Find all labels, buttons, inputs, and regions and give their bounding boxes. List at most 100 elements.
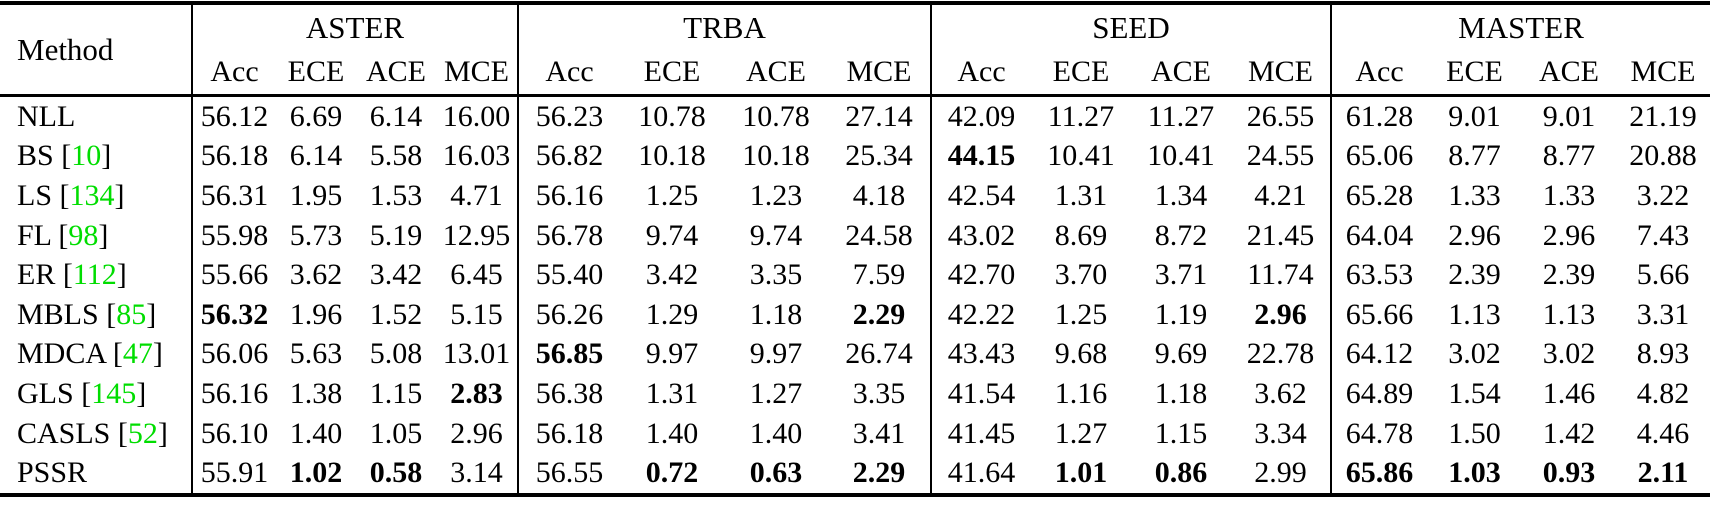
value-cell: 8.93: [1636, 337, 1690, 371]
value-cell: 56.82: [517, 136, 620, 177]
value-cell: 11.27: [1047, 99, 1115, 133]
calibration-results-table: Method ASTER TRBA SEED MASTER Acc ECE ACE MCE Acc…: [0, 1, 1710, 497]
value-cell: 9.74: [749, 218, 803, 252]
citation-ref-link[interactable]: 52: [127, 416, 158, 450]
table-body: NLL 56.12 6.69 6.14 16.00 56.23 10.78 10.78 27.1…: [0, 95, 1710, 495]
value-cell: 10.18: [742, 139, 810, 173]
value-cell: 2.39: [1542, 258, 1596, 292]
value-cell: 42.09: [930, 95, 1031, 137]
col-header-trba-acc: Acc: [517, 50, 620, 97]
value-cell: 1.15: [1154, 416, 1208, 450]
value-cell: 0.86: [1154, 456, 1208, 490]
citation-ref-link[interactable]: 47: [122, 337, 153, 371]
value-cell: 3.41: [852, 416, 906, 450]
value-cell: 9.69: [1154, 337, 1208, 371]
value-cell: 4.71: [450, 178, 503, 212]
value-cell: 22.78: [1246, 337, 1315, 371]
group-header-trba: TRBA: [517, 3, 931, 50]
value-cell: 1.40: [749, 416, 803, 450]
value-cell: 21.45: [1246, 218, 1315, 252]
value-cell: 24.55: [1246, 139, 1315, 173]
value-cell: 1.15: [369, 376, 423, 410]
value-cell: 10.78: [742, 99, 810, 133]
value-cell: 16.03: [442, 139, 511, 173]
value-cell: 0.58: [369, 456, 423, 490]
value-cell: 2.29: [852, 297, 906, 331]
value-cell: 2.96: [1254, 297, 1307, 331]
citation-ref-link[interactable]: 134: [69, 178, 115, 212]
value-cell: 1.31: [1054, 178, 1108, 212]
table-row-er: ER [112] 55.66 3.62 3.42 6.45 55.40 3.42 3.35 7.…: [0, 255, 1710, 295]
value-cell: 9.74: [645, 218, 699, 252]
value-cell: 64.12: [1330, 334, 1427, 375]
value-cell: 65.86: [1330, 453, 1427, 495]
group-header-master: MASTER: [1330, 3, 1710, 50]
value-cell: 56.32: [191, 294, 276, 335]
value-cell: 1.40: [645, 416, 699, 450]
value-cell: 41.54: [930, 374, 1031, 414]
value-cell: 11.74: [1247, 258, 1314, 292]
value-cell: 6.14: [289, 139, 343, 173]
value-cell: 2.96: [450, 416, 503, 450]
value-cell: 1.18: [749, 297, 803, 331]
col-header-master-ace: ACE: [1522, 50, 1616, 97]
method-label: GLS: [17, 376, 74, 410]
value-cell: 8.69: [1054, 218, 1108, 252]
method-cell: LS [134]: [17, 178, 125, 212]
col-header-aster-ace: ACE: [356, 50, 436, 97]
value-cell: 6.69: [289, 99, 343, 133]
value-cell: 1.19: [1154, 297, 1208, 331]
value-cell: 3.71: [1154, 258, 1208, 292]
citation-ref-link[interactable]: 85: [116, 297, 147, 331]
value-cell: 5.08: [369, 337, 423, 371]
value-cell: 11.27: [1147, 99, 1215, 133]
value-cell: 65.66: [1330, 294, 1427, 335]
value-cell: 1.23: [749, 178, 803, 212]
table-row-bs: BS [10] 56.18 6.14 5.58 16.03 56.82 10.18 10.18…: [0, 136, 1710, 177]
value-cell: 65.28: [1330, 176, 1427, 216]
value-cell: 2.11: [1637, 456, 1689, 490]
col-header-trba-mce: MCE: [828, 50, 931, 97]
col-header-seed-mce: MCE: [1231, 50, 1331, 97]
citation-ref-link[interactable]: 112: [72, 258, 117, 292]
citation-ref-link[interactable]: 98: [68, 218, 99, 252]
citation-ref-link[interactable]: 145: [91, 376, 137, 410]
table-header: Method ASTER TRBA SEED MASTER Acc ECE ACE MCE Acc…: [0, 3, 1710, 97]
table-row-fl: FL [98] 55.98 5.73 5.19 12.95 56.78 9.74 9.74 24…: [0, 215, 1710, 256]
value-cell: 20.88: [1629, 139, 1697, 173]
value-cell: 5.66: [1636, 258, 1690, 292]
value-cell: 56.06: [191, 334, 276, 375]
value-cell: 56.12: [191, 95, 276, 137]
value-cell: 1.27: [1054, 416, 1108, 450]
value-cell: 1.95: [289, 178, 343, 212]
value-cell: 9.97: [749, 337, 803, 371]
value-cell: 1.16: [1054, 376, 1108, 410]
method-label: NLL: [17, 99, 76, 133]
value-cell: 3.14: [450, 456, 503, 490]
value-cell: 10.41: [1147, 139, 1215, 173]
value-cell: 3.02: [1448, 337, 1501, 371]
value-cell: 0.93: [1542, 456, 1596, 490]
value-cell: 10.78: [638, 99, 706, 133]
value-cell: 1.18: [1154, 376, 1208, 410]
value-cell: 6.45: [450, 258, 503, 292]
value-cell: 43.02: [930, 215, 1031, 256]
value-cell: 8.72: [1154, 218, 1208, 252]
value-cell: 56.31: [191, 176, 276, 216]
value-cell: 16.00: [442, 99, 511, 133]
method-label: BS: [17, 139, 54, 173]
value-cell: 4.46: [1636, 416, 1690, 450]
value-cell: 26.74: [845, 337, 913, 371]
value-cell: 42.22: [930, 294, 1031, 335]
citation-ref-link[interactable]: 10: [71, 139, 102, 173]
value-cell: 2.96: [1542, 218, 1596, 252]
method-column-header: Method: [0, 3, 192, 97]
value-cell: 4.82: [1636, 376, 1690, 410]
value-cell: 1.50: [1448, 416, 1501, 450]
value-cell: 5.73: [289, 218, 343, 252]
value-cell: 8.77: [1448, 139, 1501, 173]
col-header-trba-ace: ACE: [724, 50, 828, 97]
value-cell: 56.18: [517, 413, 620, 454]
value-cell: 1.33: [1542, 178, 1596, 212]
value-cell: 5.63: [289, 337, 343, 371]
